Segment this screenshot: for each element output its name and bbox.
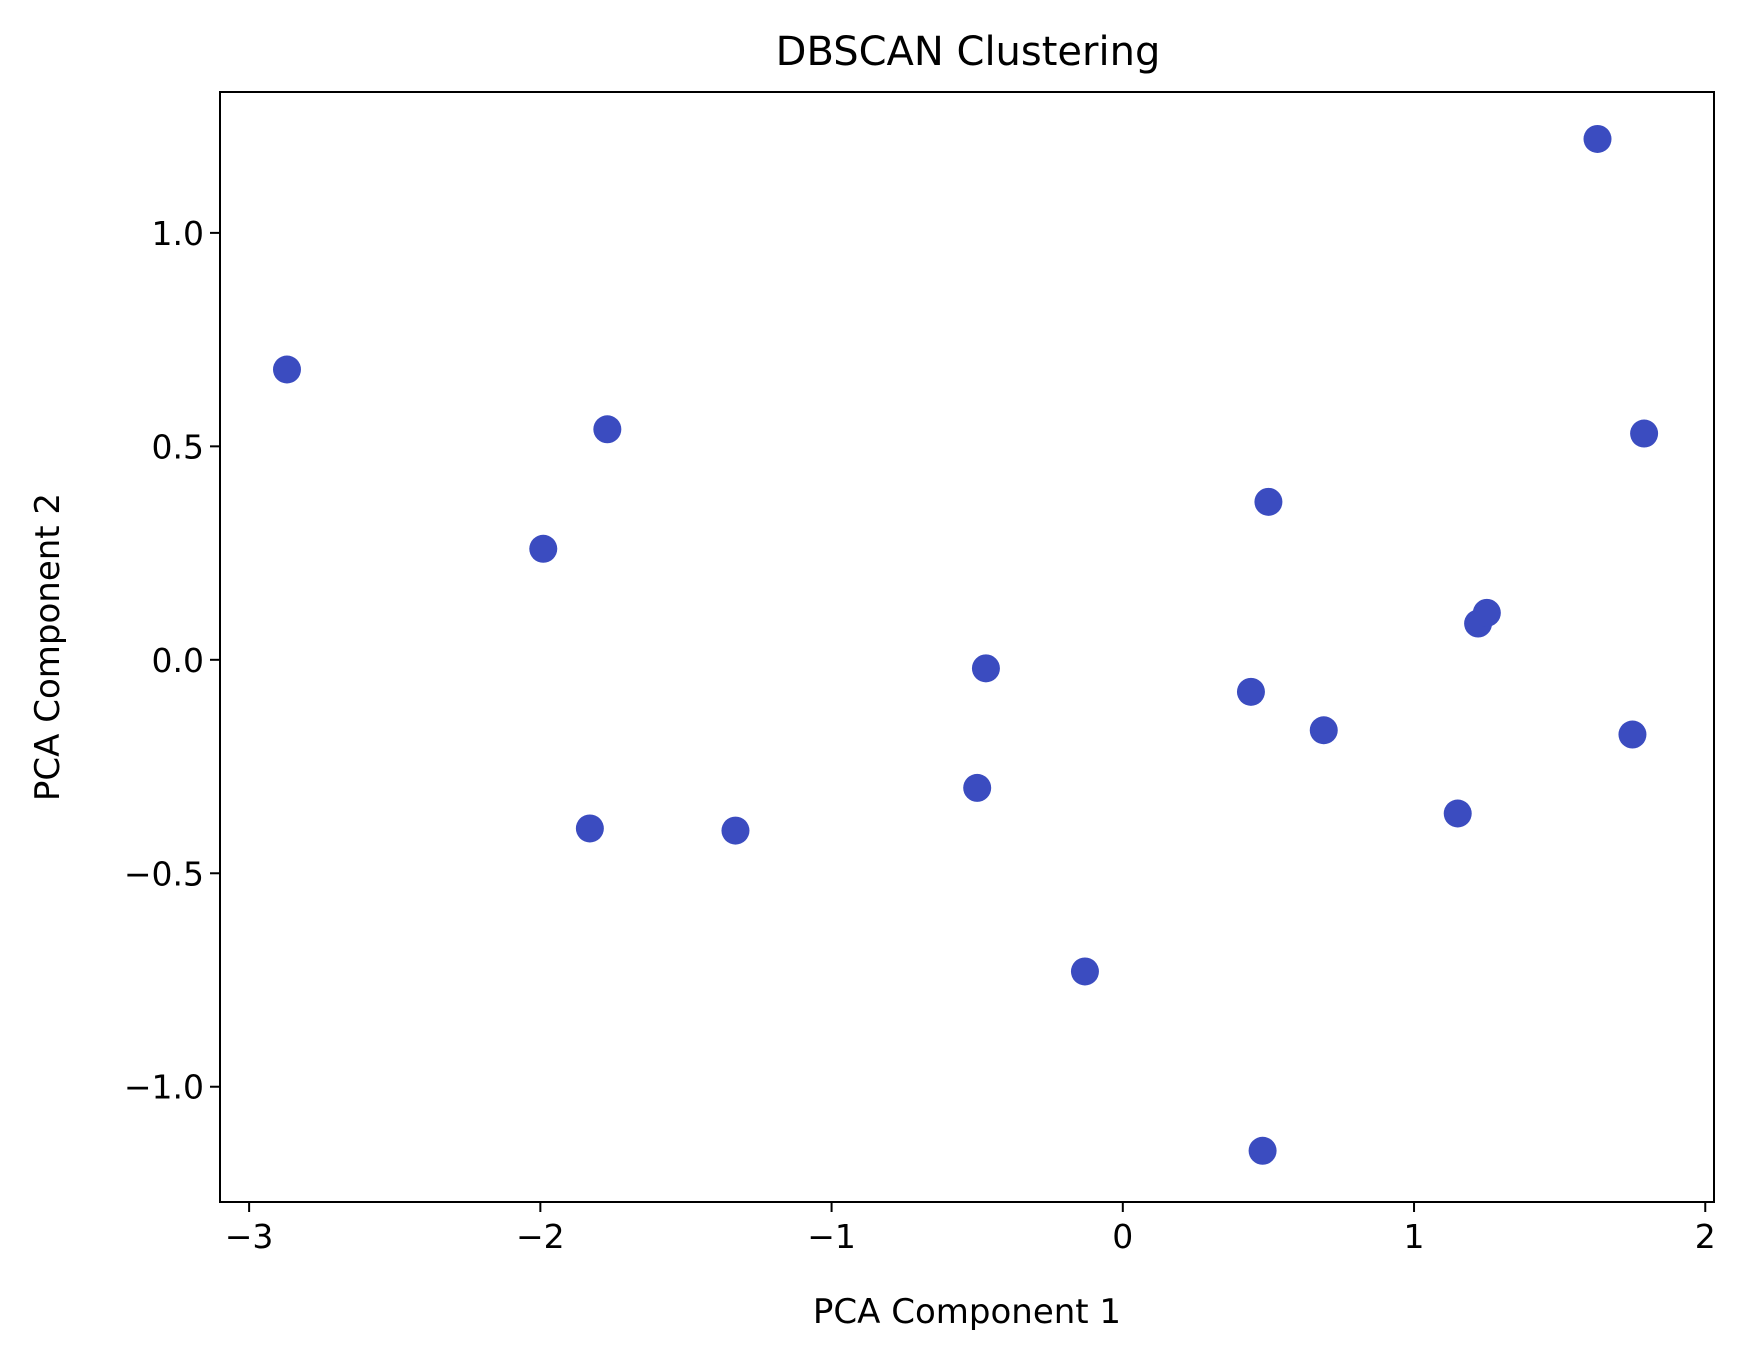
plot-area: [220, 92, 1714, 1202]
data-point: [1070, 957, 1099, 986]
y-axis-label: PCA Component 2: [28, 493, 68, 801]
data-points: [272, 124, 1659, 1165]
data-point: [1248, 1136, 1277, 1165]
data-point: [272, 355, 301, 384]
data-point: [529, 534, 558, 563]
data-point: [1630, 419, 1659, 448]
data-point: [721, 816, 750, 845]
x-axis-ticks: −3 −2 −1 0 1 2: [225, 1202, 1716, 1256]
data-point: [1254, 487, 1283, 516]
x-tick-label: 2: [1695, 1217, 1716, 1256]
x-tick-label: 1: [1404, 1217, 1425, 1256]
y-tick-label: −0.5: [124, 854, 204, 893]
plot-frame: [219, 91, 1715, 1203]
data-point: [1472, 598, 1501, 627]
data-point: [593, 415, 622, 444]
y-axis-ticks: −1.0 −0.5 0.0 0.5 1.0: [124, 214, 220, 1107]
x-tick-label: 0: [1112, 1217, 1133, 1256]
data-point: [1309, 716, 1338, 745]
x-tick-label: −2: [516, 1217, 565, 1256]
x-tick-label: −3: [225, 1217, 274, 1256]
data-point: [963, 773, 992, 802]
y-tick-label: 1.0: [152, 214, 204, 253]
x-tick-label: −1: [807, 1217, 856, 1256]
data-point: [971, 654, 1000, 683]
y-tick-label: −1.0: [124, 1068, 204, 1107]
data-point: [1583, 124, 1612, 153]
data-point: [1236, 677, 1265, 706]
data-point: [575, 814, 604, 843]
data-point: [1618, 720, 1647, 749]
y-tick-label: 0.0: [152, 641, 204, 680]
y-tick-label: 0.5: [152, 427, 204, 466]
x-axis-label: PCA Component 1: [813, 1292, 1121, 1332]
data-point: [1443, 799, 1472, 828]
chart-title: DBSCAN Clustering: [776, 29, 1161, 75]
